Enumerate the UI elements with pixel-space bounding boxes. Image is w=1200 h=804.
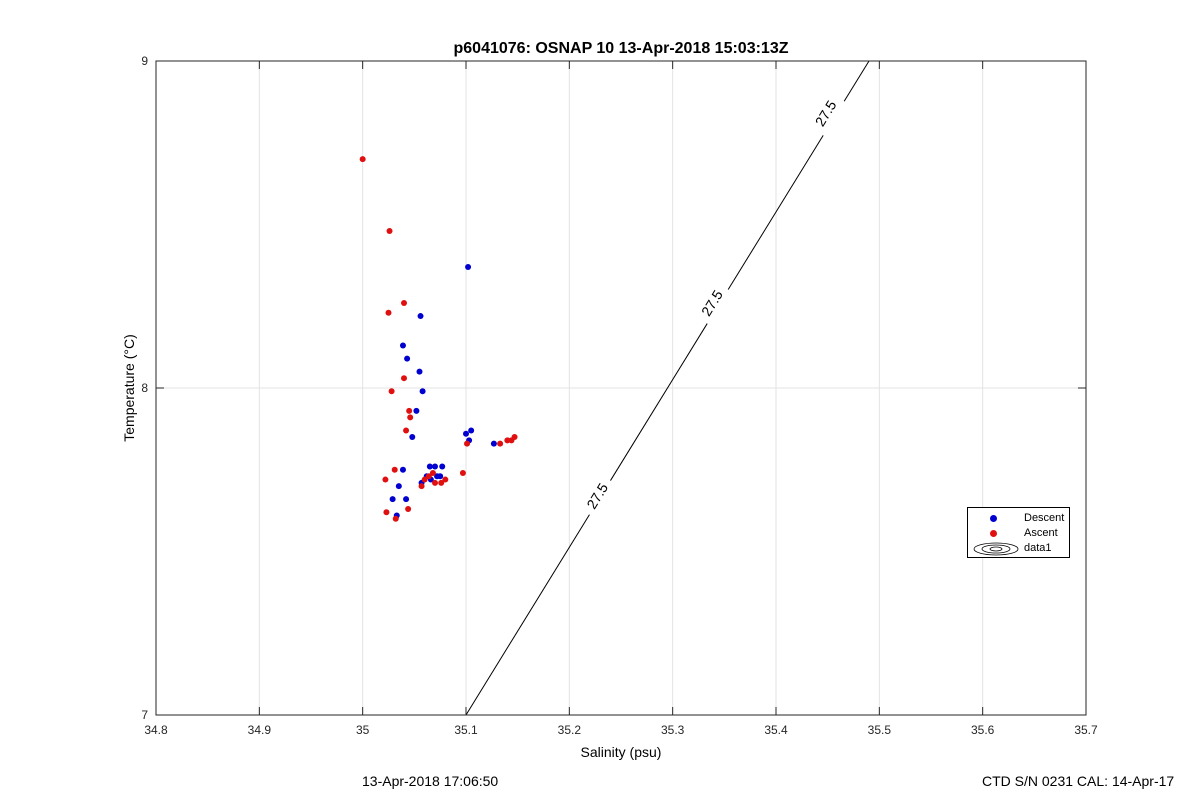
ascent-point xyxy=(421,476,428,483)
descent-point xyxy=(468,427,475,434)
ascent-point xyxy=(459,470,466,477)
ascent-point xyxy=(403,427,410,434)
descent-point xyxy=(403,496,410,503)
ascent-point xyxy=(401,375,407,382)
descent-point xyxy=(395,483,402,490)
descent-point xyxy=(399,466,406,473)
isopycnal-segment xyxy=(465,514,590,716)
x-tick-label: 35.2 xyxy=(558,723,582,737)
x-tick-label: 35.7 xyxy=(1074,723,1098,737)
x-tick-label: 35.3 xyxy=(661,723,685,737)
footer-sensor-info: CTD S/N 0231 CAL: 14-Apr-17 xyxy=(982,773,1175,789)
ascent-point xyxy=(418,483,425,490)
y-axis-label: Temperature (°C) xyxy=(121,334,137,442)
x-axis-label: Salinity (psu) xyxy=(581,744,662,760)
ascent-point xyxy=(464,440,471,447)
ascent-point xyxy=(382,476,389,483)
ascent-point xyxy=(407,414,414,421)
ascent-point xyxy=(391,466,398,473)
ascent-point xyxy=(359,156,366,163)
ascent-point xyxy=(442,476,449,483)
ascent-point xyxy=(511,434,518,441)
descent-point xyxy=(416,368,423,375)
ascent-point xyxy=(383,509,390,516)
ascent-point xyxy=(401,299,407,306)
ascent-point xyxy=(388,388,395,395)
descent-point xyxy=(463,430,469,437)
legend-item-descent: Descent xyxy=(968,511,1069,526)
descent-point xyxy=(426,463,433,470)
y-tick-label: 8 xyxy=(141,381,148,395)
axis-ticks: 34.8 34.9 35 35.1 35.2 35.3 35.4 35.5 35.6 35.7 7 8… xyxy=(141,54,1098,737)
descent-point xyxy=(409,434,416,441)
ascent-point xyxy=(405,505,412,512)
isopycnal-segment xyxy=(727,135,824,290)
descent-point xyxy=(389,496,396,503)
y-tick-label: 9 xyxy=(141,54,148,68)
isopycnal-segment xyxy=(610,323,708,481)
grid-lines xyxy=(156,61,1086,715)
x-tick-label: 35.1 xyxy=(454,723,478,737)
descent-point xyxy=(465,264,472,271)
descent-point xyxy=(437,473,444,480)
legend-label-data1: data1 xyxy=(1024,542,1052,554)
legend-item-ascent: Ascent xyxy=(968,526,1069,541)
ascent-point xyxy=(432,479,438,486)
x-tick-label: 35 xyxy=(356,723,370,737)
ascent-marker-icon xyxy=(990,530,997,537)
footer-timestamp: 13-Apr-2018 17:06:50 xyxy=(362,773,499,789)
x-tick-label: 35.4 xyxy=(764,723,788,737)
ascent-point xyxy=(385,309,392,316)
ascent-point xyxy=(386,228,393,235)
descent-point xyxy=(413,407,420,414)
contour-icon xyxy=(973,542,1019,556)
ascent-point xyxy=(392,515,399,522)
x-tick-label: 34.9 xyxy=(248,723,272,737)
x-tick-label: 34.8 xyxy=(144,723,168,737)
legend-item-data1: data1 xyxy=(968,541,1069,556)
chart-title: p6041076: OSNAP 10 13-Apr-2018 15:03:13Z xyxy=(454,40,789,57)
ascent-point xyxy=(497,440,504,447)
legend: Descent Ascent data1 xyxy=(967,507,1070,558)
descent-point xyxy=(399,342,406,349)
descent-point xyxy=(490,440,497,447)
descent-point xyxy=(432,463,438,470)
ascent-point xyxy=(438,479,445,486)
ascent-point xyxy=(425,473,432,480)
legend-label-descent: Descent xyxy=(1024,512,1065,524)
ascent-point xyxy=(406,407,413,414)
x-tick-label: 35.6 xyxy=(971,723,995,737)
descent-marker-icon xyxy=(990,515,997,522)
descent-point xyxy=(404,355,411,362)
legend-label-ascent: Ascent xyxy=(1024,527,1058,539)
isopycnal-segment xyxy=(843,60,870,102)
descent-point xyxy=(439,463,446,470)
data-points xyxy=(359,156,518,522)
y-tick-label: 7 xyxy=(141,708,148,722)
x-tick-label: 35.5 xyxy=(868,723,892,737)
descent-point xyxy=(419,388,426,395)
ascent-point xyxy=(429,470,436,477)
descent-point xyxy=(417,313,424,320)
ascent-point xyxy=(504,437,511,444)
